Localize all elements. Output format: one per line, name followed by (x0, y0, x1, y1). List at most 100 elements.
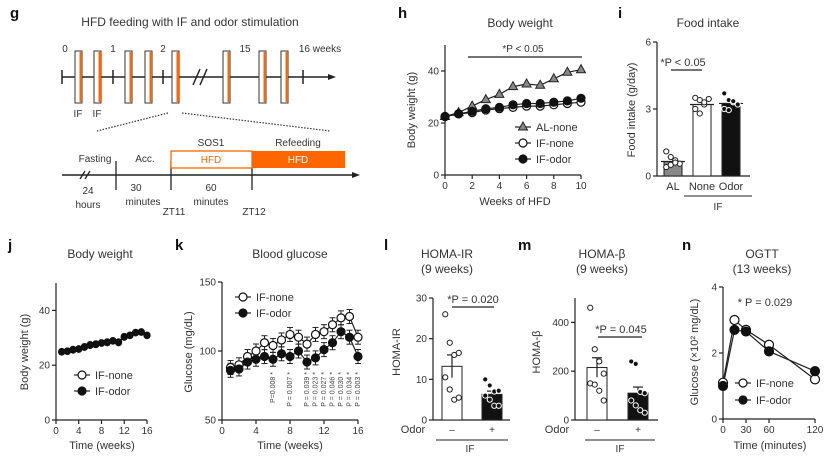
data-dot (446, 339, 453, 346)
data-dot (730, 98, 737, 105)
data-point-IF-odor (467, 106, 477, 116)
y-tick-label: 40 (39, 306, 51, 317)
y-tick-label: 10 (416, 375, 428, 386)
legend-label-IF-none: IF-none (95, 370, 133, 382)
axis-break-mark (84, 170, 91, 180)
bar-2 (721, 102, 741, 177)
data-dot (632, 402, 639, 409)
data-dot (721, 90, 728, 97)
chart-title-h: Body weight (487, 16, 553, 30)
data-dot (696, 110, 703, 117)
data-point-AL-none (521, 77, 532, 88)
x-tick-label: 16 (141, 426, 153, 437)
data-point-AL-none (575, 63, 587, 74)
if-label: IF (74, 109, 83, 120)
x-tick-label: 30 (740, 425, 752, 436)
y-axis-label-i: Food intake (g/day) (626, 63, 638, 158)
y-axis-label-m: HOMA-β (531, 331, 543, 374)
data-point-IF-odor (336, 327, 346, 337)
data-point-IF-odor (242, 357, 253, 367)
legend-marker-IF-odor (518, 154, 528, 164)
data-dot (446, 386, 453, 393)
panel-label-g: g (10, 5, 19, 22)
chart-title-j: Body weight (67, 247, 133, 261)
data-point-IF-odor (225, 365, 236, 375)
legend-label-IF-odor: IF-odor (536, 154, 572, 166)
sos1-hfd-label: HFD (201, 155, 222, 166)
data-dot (600, 397, 607, 404)
odor-stripe (129, 52, 132, 102)
data-dot (725, 107, 732, 114)
x-tick-label: 4 (76, 426, 82, 437)
legend-label-IF-odor: IF-odor (95, 386, 131, 398)
odor-stripe (79, 52, 82, 102)
x-axis-label-k: Time (weeks) (257, 440, 323, 452)
odor-stripe (263, 52, 266, 102)
zt12-label: ZT12 (242, 207, 266, 218)
data-dot (632, 360, 639, 367)
sos1-unit: minutes (193, 197, 228, 208)
data-point-IF-odor (126, 332, 134, 340)
data-point-IF-odor (103, 339, 111, 347)
data-point-IF-none (809, 374, 821, 385)
data-dot (482, 376, 489, 383)
data-point-IF-odor (344, 332, 355, 342)
data-dot (482, 392, 489, 399)
data-point-IF-odor (63, 347, 71, 356)
odor-stripe (149, 52, 152, 102)
data-point-IF-odor (549, 97, 559, 107)
y-tick-label: 6 (645, 38, 651, 49)
y-tick-label: 0 (421, 416, 427, 427)
zoom-guide-right (181, 112, 331, 132)
odor-stripe (227, 52, 230, 102)
group-label: IF (466, 444, 475, 455)
data-point-IF-none (302, 339, 312, 349)
phase-acc-label: Acc. (135, 154, 154, 165)
y-tick-label: 20 (39, 361, 51, 372)
data-point-IF-none (251, 346, 261, 356)
data-point-IF-odor (717, 380, 729, 392)
legend-marker-AL-none (517, 120, 529, 131)
data-dot (486, 382, 493, 389)
y-tick-label: 0 (433, 171, 439, 182)
category-label: – (449, 425, 455, 436)
p-value-label: P = 0.030 * (338, 372, 345, 407)
p-value-label: P = 0.027 * (321, 372, 328, 407)
odor-stripe (176, 52, 179, 102)
legend-marker-IF-odor (77, 386, 87, 396)
significance-annotation: *P = 0.020 (447, 294, 498, 306)
fasting-duration: 24 (82, 186, 94, 197)
data-dot (641, 390, 648, 397)
x-tick-label: 120 (807, 425, 824, 436)
data-point-IF-odor (92, 341, 100, 349)
data-point-IF-odor (285, 351, 295, 362)
data-point-IF-odor (494, 102, 504, 113)
group-label: IF (616, 444, 625, 455)
data-point-IF-odor (143, 332, 151, 340)
x-tick-label: 0 (720, 425, 726, 436)
acc-unit: minutes (125, 197, 160, 208)
y-tick-label: 0 (645, 172, 651, 183)
data-point-IF-odor (58, 348, 66, 356)
data-point-IF-odor (481, 104, 491, 114)
data-point-IF-odor (763, 346, 775, 357)
chart-title-m: HOMA-β (579, 247, 626, 261)
data-point-IF-odor (276, 349, 287, 359)
x-tick-label: 16 (352, 426, 364, 437)
p-value-label: P = 0.039 * (304, 372, 311, 407)
y-tick-label: 50 (205, 416, 217, 427)
p-value-label: P = 0.007 * (287, 372, 294, 407)
legend-marker-IF-odor (738, 395, 748, 405)
legend-marker-IF-none (77, 370, 87, 380)
axis-break-mark (199, 68, 208, 86)
session-timeline-arrow-icon (352, 172, 360, 178)
if-label: IF (93, 109, 102, 120)
data-point-AL-none (548, 72, 560, 83)
data-point-IF-odor (302, 357, 312, 367)
data-point-IF-odor (327, 338, 338, 348)
data-point-IF-odor (535, 98, 545, 109)
data-point-IF-odor (86, 341, 94, 350)
data-point-IF-odor (576, 93, 586, 103)
week-label: 2 (160, 44, 166, 55)
